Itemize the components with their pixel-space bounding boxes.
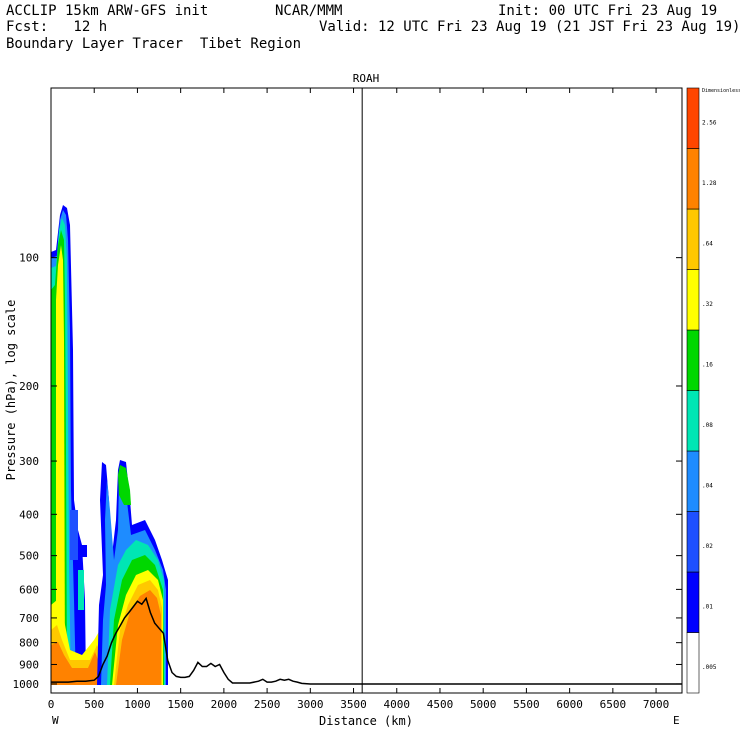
colorbar-level-label: .04 — [702, 482, 713, 489]
y-tick-label: 500 — [19, 550, 39, 563]
y-tick-label: 200 — [19, 380, 39, 393]
colorbar-segment — [686, 450, 700, 512]
colorbar-level-label: .08 — [702, 422, 713, 429]
x-tick-label: 2500 — [254, 698, 281, 711]
colorbar-level-label: .16 — [702, 361, 713, 368]
y-tick-label: 800 — [19, 637, 39, 650]
tracer-cell-b — [78, 570, 84, 610]
header-valid: Valid: 12 UTC Fri 23 Aug 19 (21 JST Fri … — [319, 19, 740, 35]
colorbar-segment — [686, 269, 700, 331]
colorbar-level-label: .02 — [702, 543, 713, 550]
colorbar-segment — [686, 571, 700, 633]
x-tick-label: 4500 — [427, 698, 454, 711]
colorbar-level-label: .005 — [702, 664, 717, 671]
colorbar-level-label: .32 — [702, 301, 713, 308]
x-axis-right-label: E — [673, 714, 680, 727]
colorbar-level-label: .01 — [702, 603, 713, 610]
colorbar-level-label: 2.56 — [702, 119, 717, 126]
tracer-cell-c — [82, 545, 87, 557]
header-product: Boundary Layer Tracer Tibet Region — [6, 36, 302, 52]
x-tick-label: 3500 — [340, 698, 367, 711]
header-model: ACCLIP 15km ARW-GFS init — [6, 3, 209, 19]
tracer-cell-a — [70, 510, 78, 560]
tracer-left-base-darkorange — [51, 642, 100, 685]
terrain-surface-line — [51, 596, 682, 685]
y-tick-label: 100 — [19, 252, 39, 265]
x-axis-ticks: 0 500 1000 1500 2000 2500 3000 3500 4000 4500 5000… — [48, 88, 670, 711]
y-axis-ticks: 100 200 300 400 500 600 700 800 900 1000 — [13, 252, 682, 691]
tracer-left-plume-yellow — [56, 245, 65, 685]
x-tick-label: 3000 — [297, 698, 324, 711]
x-tick-label: 6000 — [556, 698, 583, 711]
x-tick-label: 0 — [48, 698, 55, 711]
colorbar-segment — [686, 208, 700, 270]
y-tick-label: 700 — [19, 612, 39, 625]
x-tick-label: 1000 — [124, 698, 151, 711]
y-tick-label: 600 — [19, 583, 39, 596]
colorbar: .005 .01 .02 .04 .08 .16 .32 .64 1.28 2.56 Dimensi… — [686, 87, 740, 694]
header-center: NCAR/MMM — [275, 3, 343, 19]
x-axis-label: Distance (km) — [319, 714, 413, 728]
chart-title: ROAH — [353, 72, 380, 85]
header-fcst: Fcst: 12 h — [6, 19, 108, 35]
colorbar-segment — [686, 148, 700, 210]
x-tick-label: 1500 — [167, 698, 194, 711]
x-axis-left-label: W — [52, 714, 59, 727]
colorbar-level-label: .64 — [702, 240, 713, 247]
colorbar-segment — [686, 511, 700, 573]
colorbar-segment — [686, 390, 700, 452]
plot-frame — [50, 87, 683, 694]
x-tick-label: 7000 — [643, 698, 670, 711]
colorbar-segment — [686, 87, 700, 149]
x-tick-label: 6500 — [600, 698, 627, 711]
tracer-right-plume-darkorange — [116, 590, 161, 685]
y-tick-label: 300 — [19, 455, 39, 468]
colorbar-segment — [686, 632, 700, 694]
y-tick-label: 1000 — [13, 678, 40, 691]
y-tick-label: 400 — [19, 508, 39, 521]
x-tick-label: 4000 — [384, 698, 411, 711]
x-tick-label: 5000 — [470, 698, 497, 711]
x-tick-label: 500 — [84, 698, 104, 711]
x-tick-label: 5500 — [513, 698, 540, 711]
header-init: Init: 00 UTC Fri 23 Aug 19 — [498, 3, 718, 19]
y-tick-label: 900 — [19, 658, 39, 671]
colorbar-units-label: Dimensionless — [702, 88, 740, 94]
colorbar-level-label: 1.28 — [702, 180, 717, 187]
x-tick-label: 2000 — [211, 698, 238, 711]
tracer-shading — [51, 205, 168, 685]
tracer-right-cell-green — [118, 465, 131, 505]
colorbar-segment — [686, 329, 700, 391]
y-axis-label: Pressure (hPa), log scale — [4, 300, 18, 481]
